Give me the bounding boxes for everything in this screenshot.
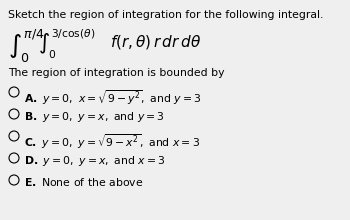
Text: $\mathbf{E.}\ \mathrm{None\ of\ the\ above}$: $\mathbf{E.}\ \mathrm{None\ of\ the\ abo… (24, 176, 143, 188)
Text: $\mathbf{D.}\ y = 0,\ y = x,\ \mathrm{and}\ x = 3$: $\mathbf{D.}\ y = 0,\ y = x,\ \mathrm{an… (24, 154, 166, 168)
Text: $\mathbf{A.}\ y = 0,\ x = \sqrt{9 - y^2},\ \mathrm{and}\ y = 3$: $\mathbf{A.}\ y = 0,\ x = \sqrt{9 - y^2}… (24, 88, 202, 107)
Text: $\mathbf{C.}\ y = 0,\ y = \sqrt{9 - x^2},\ \mathrm{and}\ x = 3$: $\mathbf{C.}\ y = 0,\ y = \sqrt{9 - x^2}… (24, 132, 200, 151)
Text: $\int_0^{3/\cos(\theta)}$: $\int_0^{3/\cos(\theta)}$ (38, 28, 96, 61)
Text: $f(r, \theta)\,r\,dr\,d\theta$: $f(r, \theta)\,r\,dr\,d\theta$ (110, 33, 201, 51)
Text: $\mathbf{B.}\ y = 0,\ y = x,\ \mathrm{and}\ y = 3$: $\mathbf{B.}\ y = 0,\ y = x,\ \mathrm{an… (24, 110, 165, 124)
Text: The region of integration is bounded by: The region of integration is bounded by (8, 68, 224, 78)
Text: Sketch the region of integration for the following integral.: Sketch the region of integration for the… (8, 10, 323, 20)
Text: $\int_0^{\pi/4}$: $\int_0^{\pi/4}$ (8, 28, 45, 65)
